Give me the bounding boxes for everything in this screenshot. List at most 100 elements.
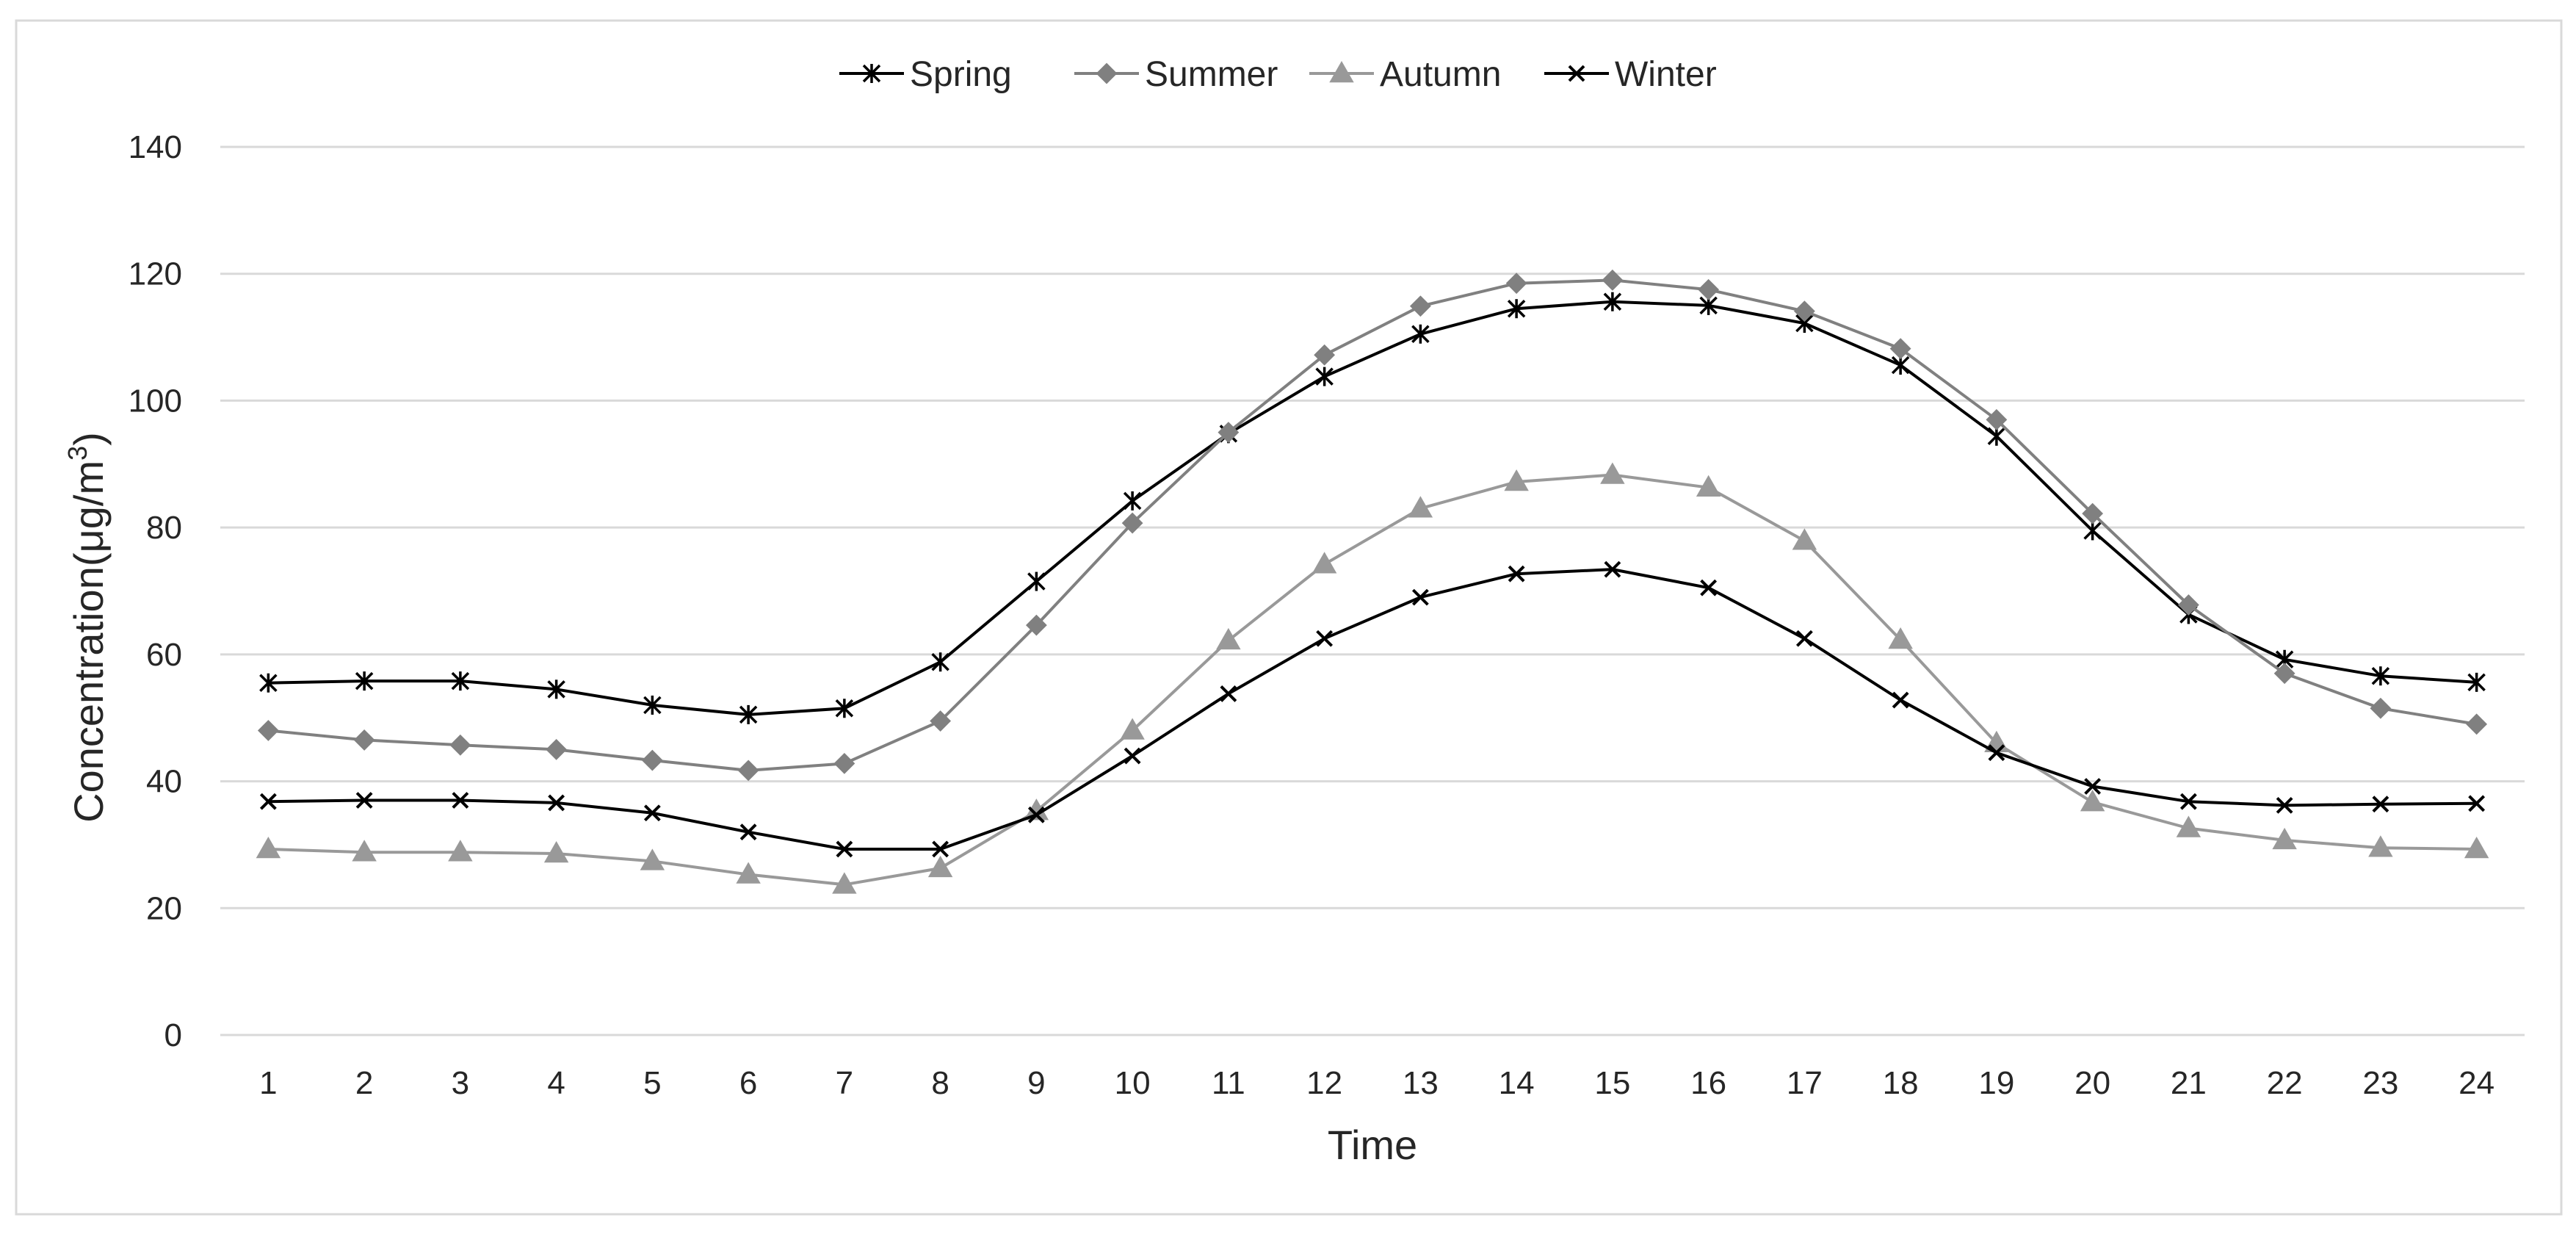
data-point — [1507, 299, 1526, 319]
data-point — [2466, 713, 2488, 735]
x-tick-label: 23 — [2362, 1065, 2398, 1101]
data-point — [862, 64, 881, 83]
y-tick-label: 140 — [129, 129, 182, 165]
y-axis-ticks: 0 20 40 60 80 100 120 140 — [129, 129, 182, 1053]
data-point — [1124, 747, 1141, 765]
x-tick-label: 4 — [547, 1065, 565, 1101]
series-autumn — [256, 462, 2489, 894]
data-point — [1409, 295, 1431, 317]
data-point — [1329, 60, 1354, 83]
data-point — [2084, 778, 2102, 795]
data-point — [2371, 666, 2390, 686]
data-point — [932, 840, 949, 858]
data-point — [352, 840, 377, 862]
x-tick-label: 22 — [2267, 1065, 2303, 1101]
data-point — [1505, 273, 1527, 295]
data-point — [1408, 496, 1433, 518]
data-point — [1504, 469, 1529, 491]
legend-item-winter: Winter — [1544, 55, 1717, 94]
data-point — [1220, 685, 1237, 702]
data-point — [1986, 408, 2008, 430]
data-point — [2273, 663, 2295, 685]
data-point — [2276, 796, 2293, 814]
data-point — [2176, 815, 2201, 837]
series-winter — [259, 560, 2486, 858]
data-point — [1315, 367, 1334, 386]
data-point — [1602, 269, 1624, 291]
data-point — [1700, 579, 1718, 596]
x-tick-label: 11 — [1212, 1065, 1245, 1101]
data-point — [1604, 560, 1621, 578]
data-point — [1600, 462, 1625, 484]
data-point — [1988, 744, 2005, 762]
data-point — [1792, 528, 1817, 550]
data-point — [1216, 627, 1241, 650]
data-point — [832, 872, 857, 894]
data-point — [2370, 697, 2392, 719]
data-point — [2177, 594, 2199, 616]
data-point — [1603, 292, 1622, 311]
data-point — [1698, 278, 1720, 300]
y-tick-label: 20 — [146, 890, 182, 926]
series-line — [268, 473, 2477, 887]
series-line — [268, 278, 2477, 772]
chart-border — [15, 19, 2563, 1216]
data-point — [931, 652, 949, 672]
y-axis-title-superscript: 3 — [62, 446, 93, 461]
legend-item-summer: Summer — [1074, 55, 1278, 94]
data-point — [547, 679, 565, 699]
data-point — [739, 704, 758, 724]
data-point — [2179, 793, 2197, 810]
x-tick-label: 5 — [643, 1065, 661, 1101]
legend-item-autumn: Autumn — [1309, 55, 1501, 94]
x-tick-label: 10 — [1115, 1065, 1151, 1101]
data-point — [353, 729, 375, 751]
x-tick-label: 18 — [1883, 1065, 1919, 1101]
data-point — [1311, 552, 1337, 574]
x-tick-label: 21 — [2171, 1065, 2207, 1101]
data-point — [448, 840, 473, 862]
data-point — [1120, 718, 1145, 740]
data-point — [1123, 491, 1142, 511]
legend-item-spring: Spring — [839, 55, 1012, 94]
series-line — [268, 300, 2477, 716]
data-point — [2464, 836, 2489, 859]
legend-label: Winter — [1615, 55, 1717, 94]
y-tick-label: 40 — [146, 764, 182, 800]
data-point — [2468, 795, 2486, 812]
data-point — [546, 738, 568, 760]
y-axis-title: Concentration(μg/m3) — [62, 432, 112, 823]
data-point — [2080, 790, 2105, 812]
data-point — [1121, 512, 1143, 534]
data-point — [736, 862, 761, 884]
data-point — [2368, 835, 2393, 857]
x-tick-label: 15 — [1594, 1065, 1630, 1101]
data-point — [355, 792, 373, 809]
legend-label: Spring — [910, 55, 1012, 94]
data-point — [1027, 571, 1046, 591]
data-point — [548, 794, 565, 812]
x-tick-label: 24 — [2459, 1065, 2494, 1101]
data-point — [543, 841, 569, 863]
series-summer — [257, 269, 2488, 782]
data-point — [643, 695, 662, 715]
data-point — [259, 673, 278, 693]
data-point — [1793, 300, 1815, 322]
data-point — [1696, 475, 1721, 497]
x-tick-label: 1 — [259, 1065, 277, 1101]
data-point — [1889, 338, 1911, 360]
x-tick-label: 3 — [452, 1065, 469, 1101]
data-point — [1508, 565, 1525, 583]
y-tick-label: 0 — [164, 1017, 182, 1053]
data-point — [451, 671, 470, 691]
data-point — [930, 710, 952, 732]
y-axis-title-main: Concentration(μg/m — [65, 461, 112, 823]
x-tick-label: 19 — [1978, 1065, 2014, 1101]
data-point — [2467, 672, 2486, 692]
legend-label: Autumn — [1380, 55, 1501, 94]
data-point — [257, 720, 279, 741]
series-line — [268, 568, 2477, 851]
data-point — [1411, 588, 1429, 606]
x-tick-label: 6 — [739, 1065, 757, 1101]
